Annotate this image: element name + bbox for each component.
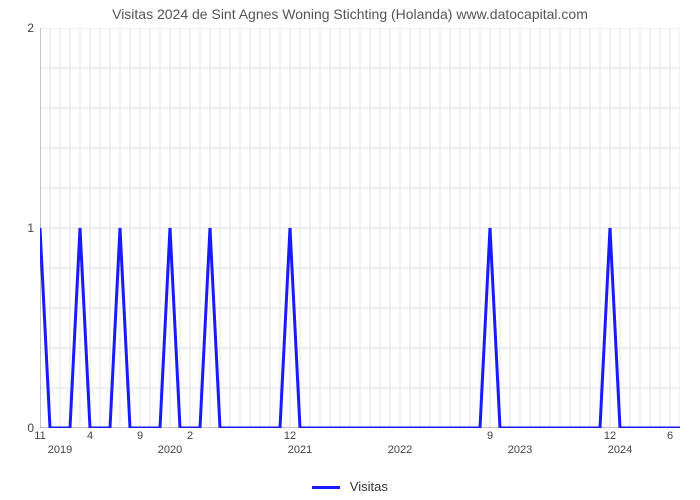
- y-tick-label: 1: [27, 221, 34, 235]
- x-tick-month: 12: [604, 430, 616, 442]
- chart-svg: [40, 28, 680, 428]
- x-tick-month: 9: [487, 430, 493, 442]
- chart-container: Visitas 2024 de Sint Agnes Woning Sticht…: [0, 0, 700, 500]
- x-tick-month: 9: [137, 430, 143, 442]
- x-tick-month: 6: [667, 430, 673, 442]
- x-tick-year: 2024: [608, 444, 632, 456]
- legend: Visitas: [0, 479, 700, 494]
- x-tick-month: 12: [284, 430, 296, 442]
- x-tick-year: 2020: [158, 444, 182, 456]
- x-tick-year: 2022: [388, 444, 412, 456]
- x-tick-year: 2019: [48, 444, 72, 456]
- plot-area: 01211492129126201920202021202220232024: [40, 28, 680, 428]
- x-tick-year: 2023: [508, 444, 532, 456]
- chart-title: Visitas 2024 de Sint Agnes Woning Sticht…: [0, 6, 700, 22]
- x-tick-year: 2021: [288, 444, 312, 456]
- x-tick-month: 4: [87, 430, 93, 442]
- x-tick-month: 2: [187, 430, 193, 442]
- y-tick-label: 0: [27, 421, 34, 435]
- y-tick-label: 2: [27, 21, 34, 35]
- legend-label: Visitas: [350, 479, 388, 494]
- legend-swatch: [312, 486, 340, 489]
- x-tick-month: 11: [34, 430, 45, 442]
